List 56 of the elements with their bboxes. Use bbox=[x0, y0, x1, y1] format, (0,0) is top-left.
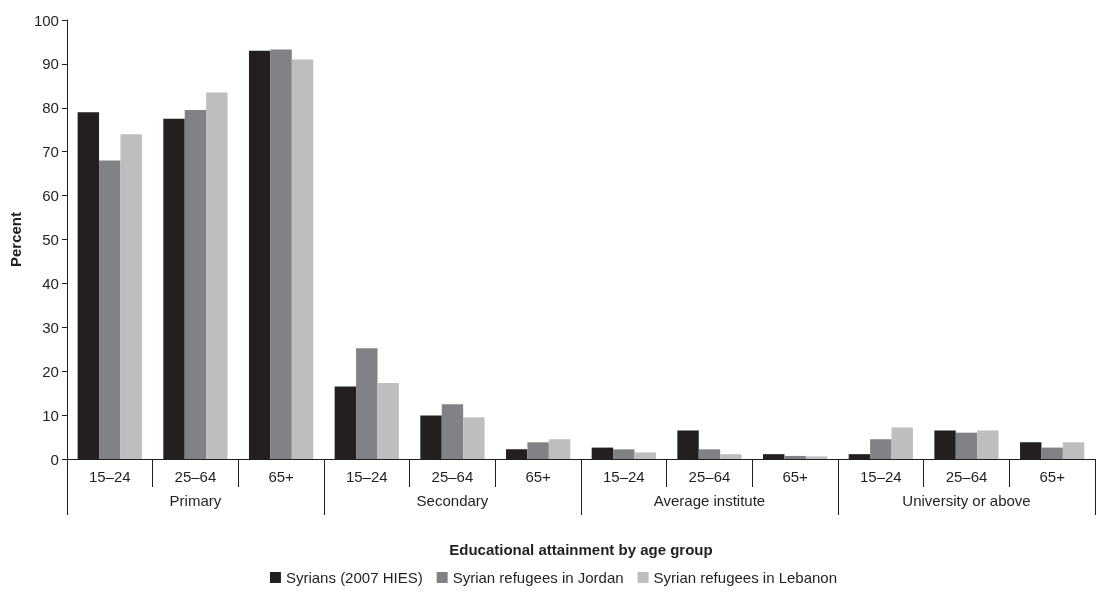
y-tick-label: 50 bbox=[42, 231, 59, 248]
x-tick-label: 15–24 bbox=[88, 468, 131, 485]
bar bbox=[955, 432, 978, 459]
bar bbox=[805, 456, 828, 459]
bar bbox=[270, 49, 292, 459]
bar bbox=[356, 348, 378, 459]
x-tick-label: 15–24 bbox=[345, 468, 388, 485]
bar bbox=[99, 160, 121, 459]
bar bbox=[120, 134, 142, 459]
y-tick-label: 40 bbox=[42, 274, 59, 292]
bar bbox=[784, 455, 806, 459]
x-tick-label: 15–24 bbox=[602, 468, 645, 485]
text: Secondary bbox=[416, 492, 489, 509]
legend-label: Syrians (2007 HIES) bbox=[285, 569, 423, 586]
y-tick-label: 70 bbox=[42, 143, 59, 161]
bar bbox=[527, 442, 549, 459]
bar bbox=[1062, 442, 1085, 459]
bar bbox=[291, 59, 314, 459]
bar bbox=[720, 454, 742, 459]
bar bbox=[1041, 447, 1063, 459]
y-tick-label: 100 bbox=[33, 11, 59, 29]
x-tick-label: 65+ bbox=[525, 468, 552, 485]
text: Average institute bbox=[653, 492, 766, 509]
bar bbox=[441, 404, 464, 459]
bar bbox=[891, 427, 913, 459]
y-tick-label: 0 bbox=[50, 450, 59, 468]
legend-label: Syrian refugees in Lebanon bbox=[653, 569, 838, 586]
bar bbox=[870, 439, 892, 459]
x-axis-title: Educational attainment by age group bbox=[449, 541, 713, 558]
bar bbox=[184, 110, 207, 459]
x-tick-label: 25–64 bbox=[174, 468, 217, 485]
x-tick-label: 25–64 bbox=[688, 468, 731, 485]
x-tick-label: 25–64 bbox=[431, 468, 474, 485]
x-tick-label: 65+ bbox=[268, 468, 295, 485]
y-tick-label: 90 bbox=[42, 55, 59, 73]
x-tick-label: 65+ bbox=[782, 468, 809, 485]
text: University or above bbox=[902, 492, 1031, 509]
bar bbox=[463, 417, 485, 459]
bar bbox=[977, 430, 999, 459]
y-axis-title: Percent bbox=[7, 211, 24, 268]
bar bbox=[634, 452, 656, 459]
bar bbox=[698, 449, 721, 459]
x-tick-label: 15–24 bbox=[859, 468, 902, 485]
y-tick-label: 20 bbox=[42, 362, 59, 380]
y-tick-label: 30 bbox=[42, 318, 59, 336]
y-tick-label: 10 bbox=[42, 406, 59, 424]
text: Primary bbox=[169, 492, 222, 509]
legend-label: Syrian refugees in Jordan bbox=[452, 569, 624, 586]
bar bbox=[613, 449, 635, 459]
bar bbox=[548, 439, 571, 459]
x-tick-label: 25–64 bbox=[945, 468, 988, 485]
x-tick-label: 65+ bbox=[1039, 468, 1066, 485]
bar bbox=[377, 383, 399, 459]
bar bbox=[206, 92, 228, 459]
y-tick-label: 80 bbox=[42, 99, 59, 117]
y-tick-label: 60 bbox=[42, 187, 59, 205]
